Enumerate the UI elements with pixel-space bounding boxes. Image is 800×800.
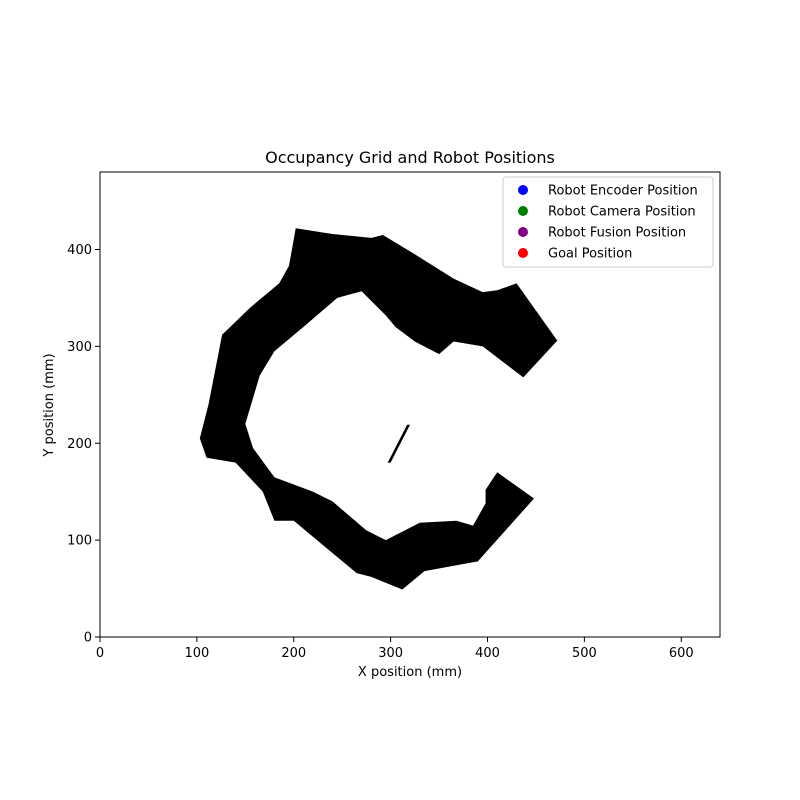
x-axis-label: X position (mm): [358, 665, 462, 680]
x-tick-label: 400: [475, 646, 500, 661]
chart-title: Occupancy Grid and Robot Positions: [265, 148, 555, 167]
center-obstacle: [387, 424, 410, 463]
x-axis: 0 100 200 300 400 500 600: [96, 637, 694, 661]
legend-marker: [518, 185, 528, 195]
legend-marker: [518, 206, 528, 216]
legend-label: Robot Fusion Position: [548, 226, 686, 241]
x-tick-label: 0: [96, 646, 104, 661]
y-tick-label: 200: [67, 437, 92, 452]
x-tick-label: 500: [572, 646, 597, 661]
c-shaped-wall: [199, 228, 558, 590]
y-tick-label: 0: [84, 631, 92, 646]
x-tick-label: 100: [184, 646, 209, 661]
legend-label: Robot Camera Position: [548, 205, 696, 220]
y-tick-label: 400: [67, 243, 92, 258]
y-axis-label: Y position (mm): [42, 353, 57, 457]
plot-area: [199, 228, 558, 590]
legend-marker: [518, 248, 528, 258]
legend: Robot Encoder Position Robot Camera Posit…: [502, 176, 714, 268]
y-tick-label: 100: [67, 534, 92, 549]
legend-label: Goal Position: [548, 247, 632, 262]
legend-label: Robot Encoder Position: [548, 184, 698, 199]
legend-marker: [518, 227, 528, 237]
x-tick-label: 300: [378, 646, 403, 661]
x-tick-label: 200: [281, 646, 306, 661]
x-tick-label: 600: [669, 646, 694, 661]
plot-frame: [99, 171, 721, 638]
y-axis: 0 100 200 300 400: [67, 243, 100, 646]
legend-box: [502, 176, 714, 268]
y-tick-label: 300: [67, 340, 92, 355]
